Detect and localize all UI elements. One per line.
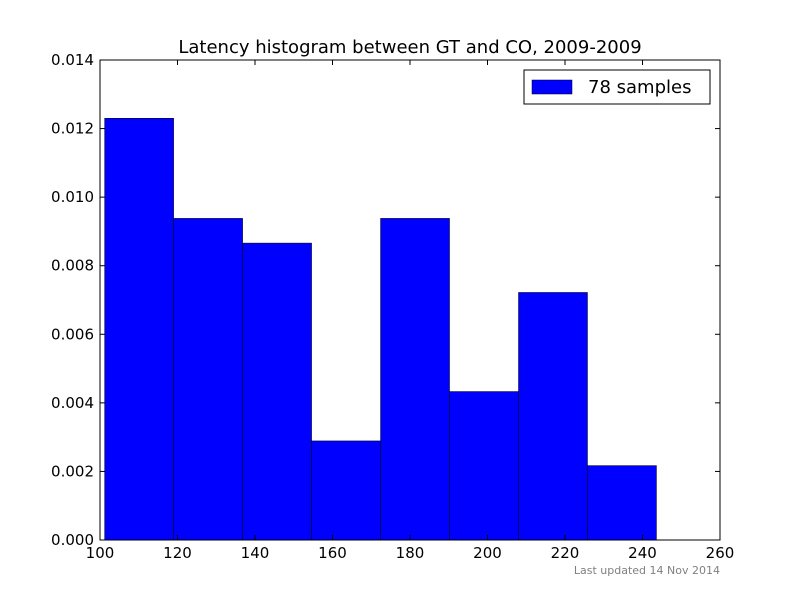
x-tick-label: 100: [86, 544, 115, 562]
x-tick-label: 260: [706, 544, 735, 562]
y-tick-label: 0.014: [51, 51, 94, 69]
x-tick-label: 200: [473, 544, 502, 562]
x-tick-label: 180: [396, 544, 425, 562]
histogram-bar-1: [104, 118, 174, 541]
legend-swatch: [531, 79, 573, 95]
chart-title: Latency histogram between GT and CO, 200…: [178, 37, 641, 58]
x-tick-label: 220: [551, 544, 580, 562]
y-tick-label: 0.006: [51, 325, 94, 343]
histogram-bar-6: [449, 391, 519, 541]
histogram-bar-2: [173, 218, 243, 541]
histogram-bar-4: [311, 440, 381, 541]
last-updated-note: Last updated 14 Nov 2014: [574, 564, 720, 577]
legend-label: 78 samples: [588, 77, 691, 98]
y-tick-label: 0.010: [51, 188, 94, 206]
y-tick-label: 0.002: [51, 462, 94, 480]
histogram-bar-3: [242, 242, 312, 541]
x-tick-label: 140: [241, 544, 270, 562]
legend-box: [523, 69, 711, 105]
x-tick-label: 240: [628, 544, 657, 562]
x-axis: 100 120 140 160 180 200 220 240 260: [86, 60, 735, 562]
bars-group: [104, 118, 657, 541]
y-tick-label: 0.004: [51, 394, 94, 412]
x-tick-label: 160: [318, 544, 347, 562]
y-tick-label: 0.008: [51, 257, 94, 275]
y-tick-label: 0.000: [51, 531, 94, 549]
x-tick-label: 120: [163, 544, 192, 562]
y-tick-label: 0.012: [51, 120, 94, 138]
legend: 78 samples: [523, 69, 711, 105]
histogram-bar-5: [380, 218, 450, 541]
histogram-bar-7: [518, 292, 588, 541]
histogram-bar-8: [587, 465, 657, 541]
y-axis: 0.000 0.002 0.004 0.006 0.008 0.010 0.012 0.014: [51, 51, 720, 549]
